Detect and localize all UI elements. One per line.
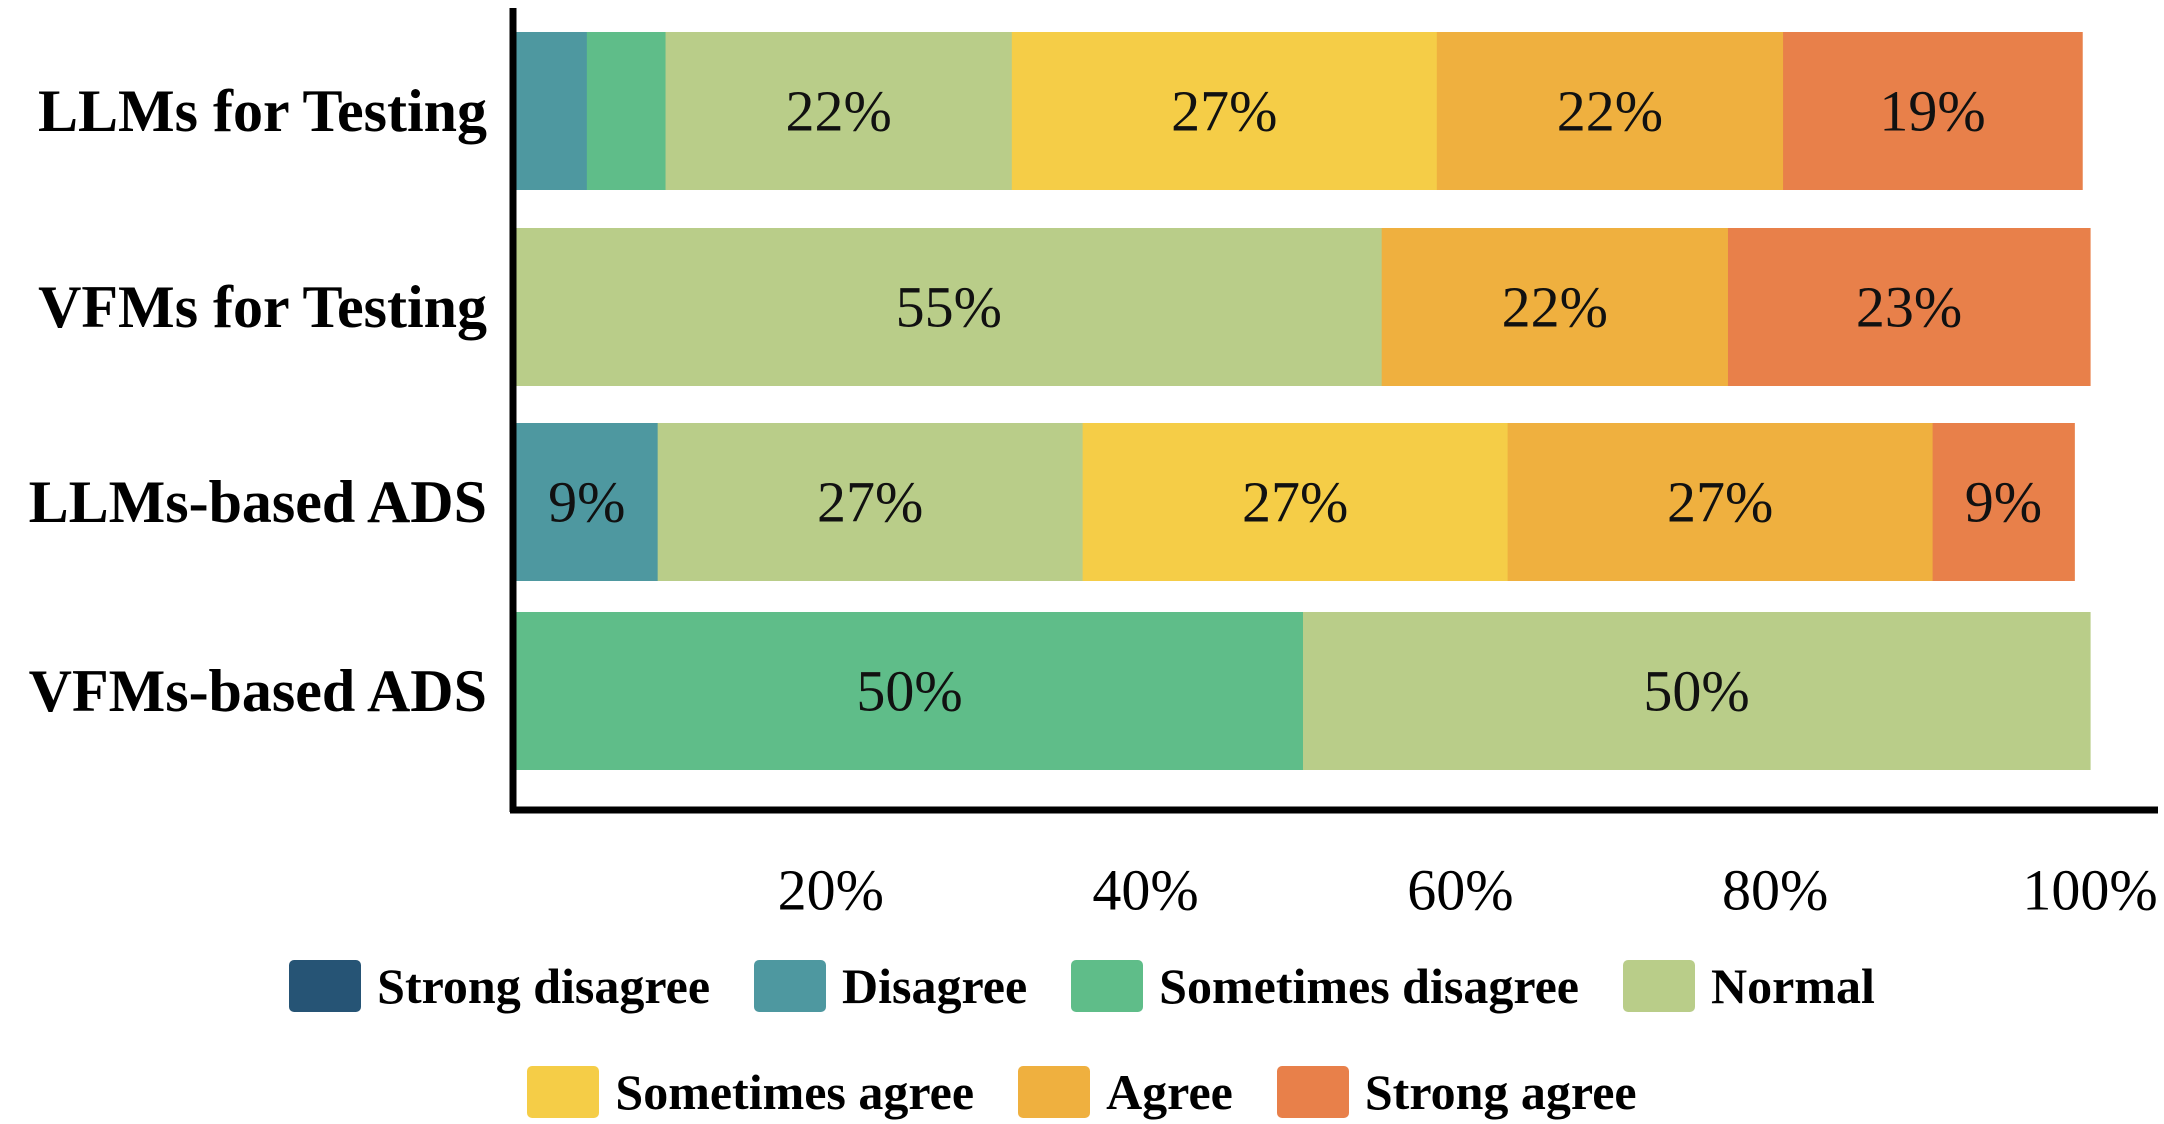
data-label-llms-based-ads-sometimes-agree: 27% — [1242, 470, 1348, 535]
bar-segment-vfms-based-ads-sometimes-disagree — [516, 612, 1304, 770]
bar-segment-llms-for-testing-sometimes-agree — [1011, 32, 1438, 190]
data-label-llms-for-testing-strong-agree: 19% — [1879, 79, 1985, 144]
legend-label-disagree: Disagree — [842, 958, 1028, 1014]
bar-segment-llms-based-ads-sometimes-agree — [1082, 423, 1509, 581]
legend-item-disagree: Disagree — [754, 957, 1027, 1015]
category-label-llms-based-ads: LLMs-based ADS — [29, 469, 487, 535]
data-label-llms-for-testing-sometimes-agree: 27% — [1171, 79, 1277, 144]
legend-swatch-disagree — [754, 960, 827, 1012]
legend-row-1: Strong disagree Disagree Sometimes disagre… — [0, 957, 2164, 1015]
data-label-vfms-for-testing-normal: 55% — [896, 275, 1002, 340]
bar-segment-llms-based-ads-agree — [1507, 423, 1934, 581]
category-labels-group: LLMs for Testing VFMs for Testing LLMs-bas… — [29, 78, 487, 724]
legend-label-agree: Agree — [1106, 1064, 1233, 1120]
data-label-llms-based-ads-agree: 27% — [1667, 470, 1773, 535]
legend-label-normal: Normal — [1711, 958, 1875, 1014]
legend-swatch-agree — [1018, 1066, 1091, 1118]
legend-label-sometimes-agree: Sometimes agree — [615, 1064, 975, 1120]
legend-item-sometimes-agree: Sometimes agree — [527, 1063, 974, 1121]
legend-item-sometimes-disagree: Sometimes disagree — [1071, 957, 1579, 1015]
bar-segment-llms-for-testing-normal — [665, 32, 1013, 190]
data-label-vfms-based-ads-sometimes-disagree: 50% — [856, 659, 962, 724]
segment-labels-group: 22% 27% 22% 19% 55% 22% 23% 9% 27% 27% 27% 9% 50% 50% — [548, 79, 2042, 724]
legend-item-agree: Agree — [1018, 1063, 1233, 1121]
bar-segment-llms-based-ads-disagree — [516, 423, 659, 581]
bar-segment-llms-for-testing-disagree — [516, 32, 588, 190]
x-tick-label-20: 20% — [778, 858, 884, 923]
bar-segment-vfms-for-testing-normal — [516, 228, 1383, 386]
bar-segment-llms-for-testing-strong-agree — [1783, 32, 2083, 190]
legend-row-2: Sometimes agree Agree Strong agree — [0, 1063, 2164, 1121]
legend-item-normal: Normal — [1623, 957, 1875, 1015]
bar-segment-llms-based-ads-strong-agree — [1932, 423, 2075, 581]
bar-segment-llms-based-ads-normal — [657, 423, 1084, 581]
data-label-vfms-for-testing-strong-agree: 23% — [1856, 275, 1962, 340]
legend-swatch-sometimes-agree — [527, 1066, 600, 1118]
legend-label-sometimes-disagree: Sometimes disagree — [1159, 958, 1579, 1014]
data-label-llms-based-ads-normal: 27% — [817, 470, 923, 535]
legend-item-strong-disagree: Strong disagree — [289, 957, 710, 1015]
category-label-vfms-based-ads: VFMs-based ADS — [29, 658, 487, 724]
bar-segment-vfms-for-testing-agree — [1381, 228, 1729, 386]
legend-swatch-normal — [1623, 960, 1695, 1012]
x-tick-label-80: 80% — [1722, 858, 1828, 923]
bars-group — [516, 32, 2091, 770]
data-label-llms-based-ads-strong-agree: 9% — [1965, 470, 2042, 535]
data-label-vfms-based-ads-normal: 50% — [1643, 659, 1749, 724]
legend-item-strong-agree: Strong agree — [1276, 1063, 1637, 1121]
data-label-llms-for-testing-agree: 22% — [1557, 79, 1663, 144]
data-label-llms-based-ads-disagree: 9% — [548, 470, 625, 535]
x-tick-label-40: 40% — [1092, 858, 1198, 923]
legend-swatch-strong-agree — [1276, 1066, 1349, 1118]
x-tick-label-100: 100% — [2022, 858, 2157, 923]
legend-label-strong-disagree: Strong disagree — [377, 958, 711, 1014]
data-label-vfms-for-testing-agree: 22% — [1502, 275, 1608, 340]
legend-swatch-strong-disagree — [289, 960, 362, 1012]
bar-segment-vfms-based-ads-normal — [1303, 612, 2091, 770]
category-label-llms-for-testing: LLMs for Testing — [38, 78, 487, 144]
bar-segment-llms-for-testing-agree — [1436, 32, 1784, 190]
data-label-llms-for-testing-normal: 22% — [786, 79, 892, 144]
x-tick-label-60: 60% — [1407, 858, 1513, 923]
x-tick-labels-group: 20% 40% 60% 80% 100% — [778, 858, 2158, 923]
bar-segment-vfms-for-testing-strong-agree — [1727, 228, 2091, 386]
bar-segment-llms-for-testing-sometimes-disagree — [586, 32, 667, 190]
category-label-vfms-for-testing: VFMs for Testing — [38, 274, 487, 340]
legend-swatch-sometimes-disagree — [1071, 960, 1144, 1012]
legend-label-strong-agree: Strong agree — [1364, 1064, 1637, 1120]
